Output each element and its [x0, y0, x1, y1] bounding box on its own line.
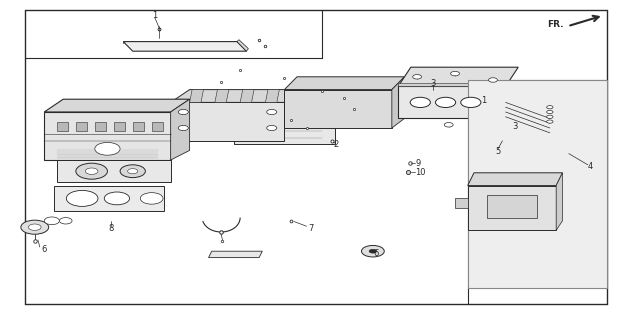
Bar [152, 122, 163, 131]
Bar [133, 122, 144, 131]
Bar [76, 122, 87, 131]
Circle shape [28, 224, 41, 230]
Text: 3: 3 [513, 122, 518, 131]
Circle shape [267, 109, 277, 115]
Polygon shape [123, 42, 246, 51]
Polygon shape [284, 77, 404, 90]
Polygon shape [171, 99, 190, 160]
Circle shape [21, 220, 49, 234]
Polygon shape [171, 102, 284, 141]
Text: 8: 8 [108, 224, 113, 233]
Circle shape [267, 125, 277, 131]
Text: 4: 4 [588, 162, 593, 171]
Circle shape [120, 165, 145, 178]
Text: 6: 6 [374, 249, 379, 258]
Circle shape [128, 169, 138, 174]
Polygon shape [392, 77, 404, 128]
Circle shape [178, 109, 188, 115]
Circle shape [44, 217, 59, 225]
Circle shape [413, 75, 422, 79]
Circle shape [369, 249, 377, 253]
Circle shape [66, 190, 98, 206]
Text: FR.: FR. [547, 20, 563, 28]
Circle shape [461, 97, 481, 108]
Polygon shape [468, 186, 556, 230]
Polygon shape [468, 80, 607, 288]
Circle shape [362, 245, 384, 257]
Polygon shape [284, 90, 392, 128]
Bar [398, 83, 506, 86]
Polygon shape [171, 90, 303, 102]
Circle shape [547, 115, 553, 118]
Polygon shape [44, 112, 171, 160]
Circle shape [140, 193, 163, 204]
Polygon shape [240, 90, 254, 102]
Bar [114, 122, 125, 131]
Circle shape [178, 125, 188, 131]
Circle shape [435, 97, 456, 108]
Polygon shape [556, 173, 562, 230]
Polygon shape [234, 106, 348, 115]
Polygon shape [398, 67, 518, 86]
Circle shape [444, 123, 453, 127]
Circle shape [489, 78, 497, 82]
Polygon shape [44, 99, 190, 112]
Circle shape [547, 110, 553, 114]
Circle shape [104, 192, 130, 205]
Circle shape [451, 71, 459, 76]
Text: 1: 1 [152, 11, 157, 20]
Polygon shape [190, 90, 204, 102]
Text: 1: 1 [481, 96, 486, 105]
Text: 9: 9 [415, 159, 420, 168]
Polygon shape [398, 86, 506, 118]
Circle shape [95, 142, 120, 155]
Text: 6: 6 [41, 245, 47, 254]
Text: 7: 7 [308, 224, 313, 233]
Circle shape [59, 218, 72, 224]
Bar [95, 122, 106, 131]
Polygon shape [265, 90, 279, 102]
Polygon shape [57, 160, 171, 182]
Circle shape [547, 106, 553, 109]
Polygon shape [455, 198, 468, 208]
Circle shape [547, 120, 553, 123]
Circle shape [85, 168, 98, 174]
Text: 5: 5 [495, 147, 501, 156]
Polygon shape [234, 115, 335, 144]
Polygon shape [215, 90, 229, 102]
Text: 3: 3 [430, 79, 435, 88]
Circle shape [76, 163, 107, 179]
Circle shape [410, 97, 430, 108]
Polygon shape [237, 40, 248, 51]
Text: 2: 2 [334, 140, 339, 149]
Polygon shape [468, 173, 562, 186]
Polygon shape [209, 251, 262, 258]
Polygon shape [54, 186, 164, 211]
Bar [487, 195, 537, 218]
Text: 10: 10 [415, 168, 426, 177]
Bar [57, 122, 68, 131]
